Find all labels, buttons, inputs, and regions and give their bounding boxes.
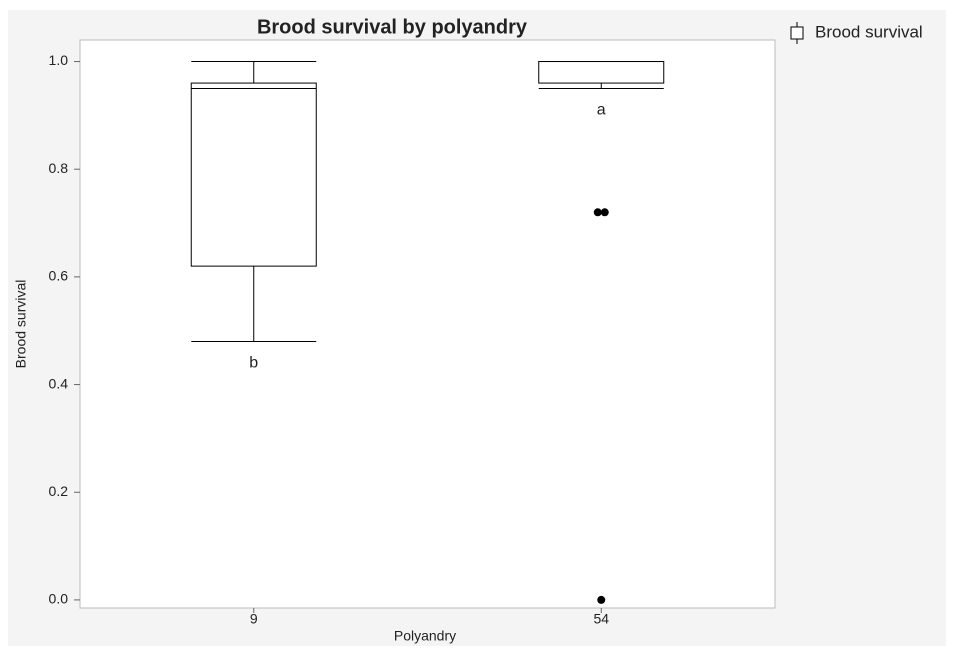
y-tick-label: 0.0 — [49, 591, 69, 607]
y-tick-label: 0.8 — [49, 160, 69, 176]
y-tick-label: 0.6 — [49, 268, 69, 284]
y-tick-label: 0.2 — [49, 483, 69, 499]
outlier — [600, 208, 609, 217]
outlier — [597, 595, 606, 604]
y-tick-label: 0.4 — [49, 375, 69, 391]
outlier — [593, 208, 602, 217]
plot-area — [79, 39, 776, 609]
y-tick-label: 1.0 — [49, 52, 69, 68]
legend-icon — [790, 22, 804, 44]
chart-title: Brood survival by polyandry — [257, 16, 528, 38]
y-axis-label: Brood survival — [13, 280, 29, 369]
legend-label: Brood survival — [815, 22, 923, 41]
x-tick-label: 9 — [250, 611, 258, 627]
box — [190, 82, 317, 267]
x-tick-label: 54 — [593, 611, 609, 627]
group-letter: b — [249, 355, 258, 372]
x-axis-label: Polyandry — [394, 628, 456, 644]
group-letter: a — [597, 102, 606, 119]
